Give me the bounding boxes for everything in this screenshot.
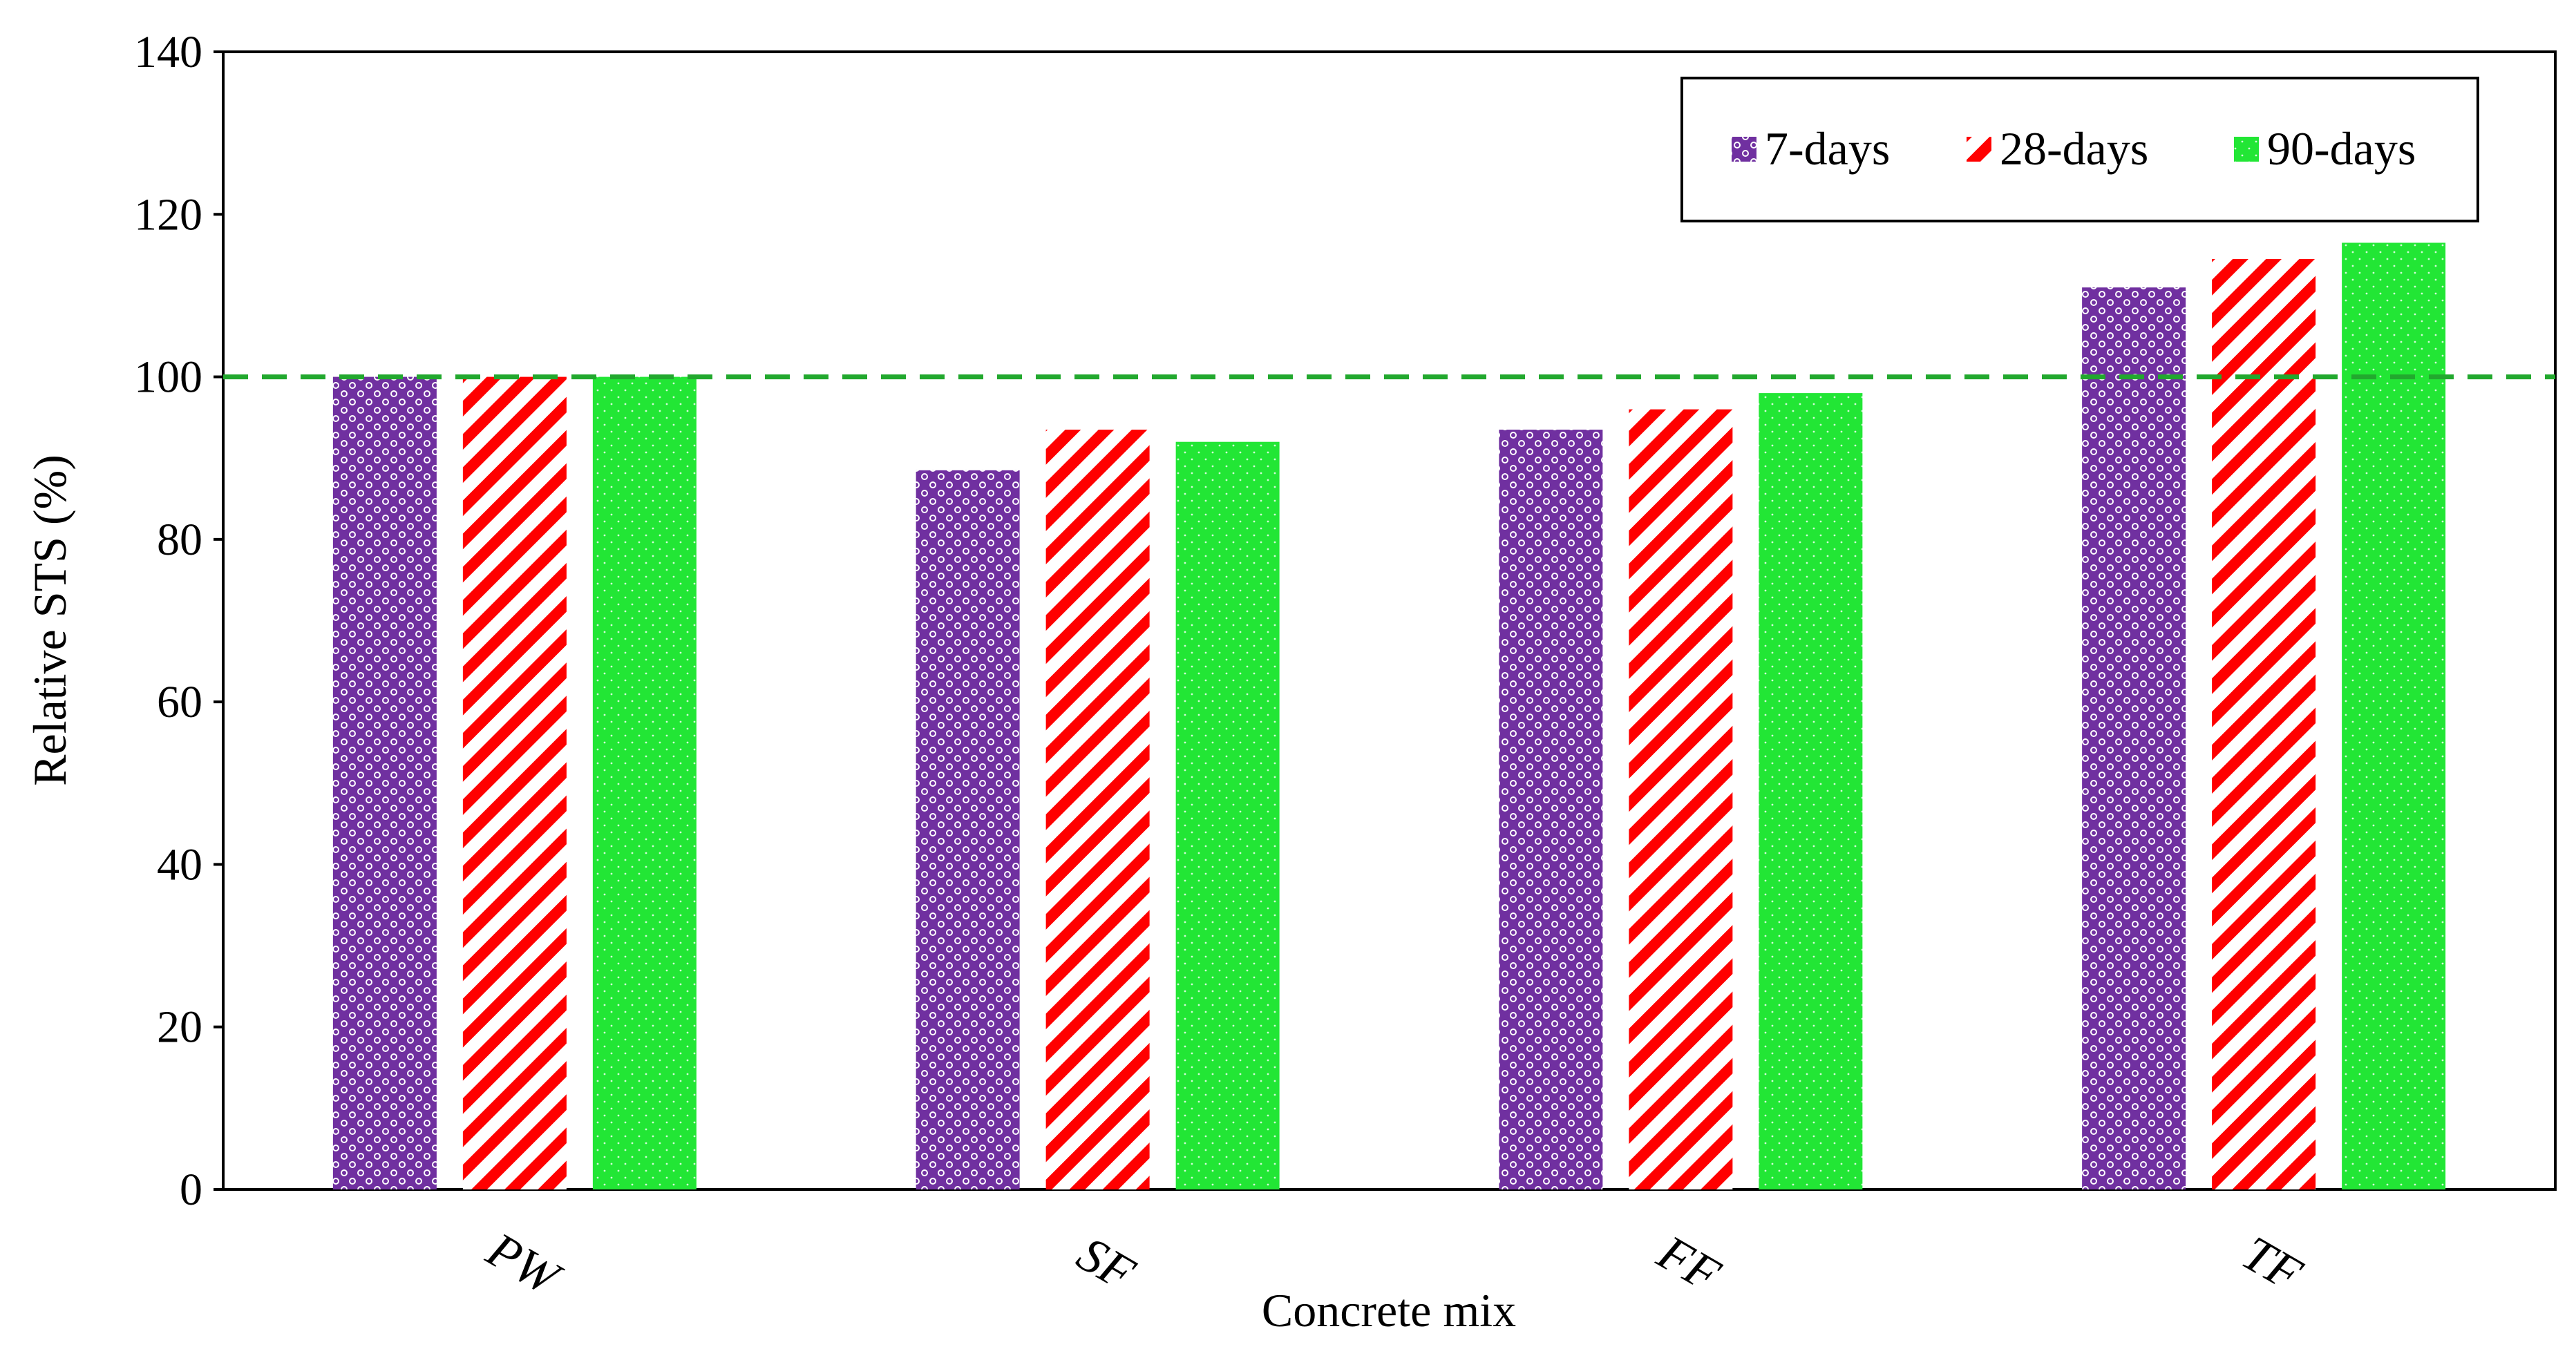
x-tick-label-PW: PW — [477, 1221, 571, 1308]
y-tick-label: 20 — [157, 1002, 202, 1053]
y-tick-label: 120 — [134, 189, 202, 240]
y-tick-label: 0 — [180, 1165, 202, 1215]
x-tick-label-SF: SF — [1068, 1226, 1144, 1302]
bar-7-days-PW — [332, 376, 437, 1189]
legend-label-7-days: 7-days — [1765, 122, 1890, 175]
y-tick-label: 140 — [134, 27, 202, 77]
bar-series — [332, 242, 2446, 1190]
legend-swatch-7-days — [1732, 137, 1756, 162]
bar-7-days-TF — [2082, 287, 2186, 1189]
bar-28-days-FF — [1629, 409, 1733, 1189]
bar-90-days-FF — [1759, 393, 1863, 1189]
bar-7-days-SF — [916, 470, 1020, 1189]
x-tick-label-FF: FF — [1648, 1224, 1730, 1303]
legend-swatch-90-days — [2234, 137, 2259, 162]
legend-label-28-days: 28-days — [2000, 122, 2148, 175]
bar-90-days-TF — [2342, 242, 2446, 1190]
y-tick-label: 60 — [157, 677, 202, 727]
x-tick-label-TF: TF — [2233, 1225, 2312, 1303]
bar-90-days-SF — [1175, 441, 1280, 1189]
bar-7-days-FF — [1499, 430, 1603, 1189]
bar-90-days-PW — [592, 376, 697, 1189]
x-axis-title: Concrete mix — [1262, 1284, 1516, 1337]
legend-swatch-28-days — [1967, 137, 1991, 162]
y-tick-label: 80 — [157, 515, 202, 565]
y-tick-label: 40 — [157, 839, 202, 890]
y-axis-ticks: 0 20 40 60 80 100 120 140 — [134, 27, 223, 1215]
plot-area — [222, 50, 2557, 1191]
legend-label-90-days: 90-days — [2267, 122, 2416, 175]
legend: 7-days 28-days 90-days — [1680, 77, 2479, 222]
y-axis-title: Relative STS (%) — [23, 455, 76, 786]
bar-28-days-PW — [462, 376, 567, 1189]
bar-28-days-TF — [2212, 258, 2316, 1190]
y-tick-label: 100 — [134, 352, 202, 403]
bar-28-days-SF — [1045, 430, 1150, 1189]
legend-box — [1680, 77, 2479, 222]
